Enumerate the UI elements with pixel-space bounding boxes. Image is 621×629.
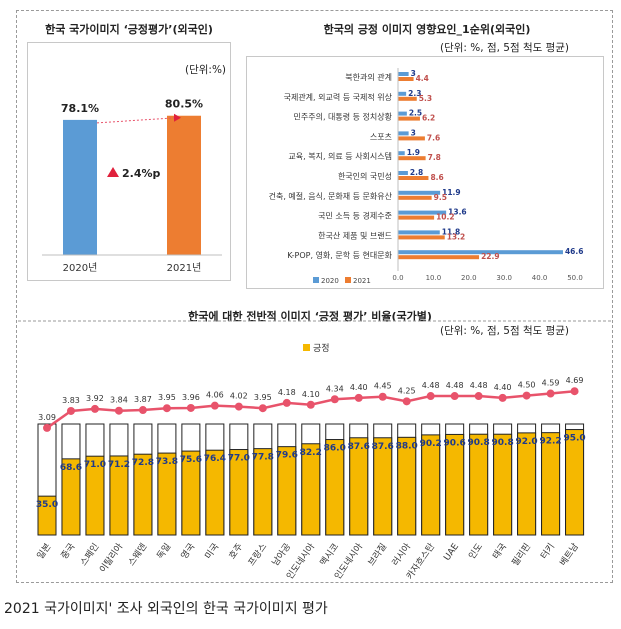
chart1-box <box>27 42 231 281</box>
chart2-box <box>246 56 604 289</box>
chart2-unit: (단위: %, 점, 5점 척도 평균) <box>440 42 570 54</box>
chart2-title: 한국의 긍정 이미지 영향요인_1순위(외국인) <box>323 23 531 36</box>
chart1-unit: (단위:%) <box>185 64 227 76</box>
chart1-title: 한국 국가이미지 ‘긍정평가’(외국인) <box>45 23 213 36</box>
chart3-title: 한국에 대한 전반적 이미지 ‘긍정 평가’ 비율(국가별) <box>188 310 432 323</box>
chart3-unit: (단위: %, 점, 5점 척도 평균) <box>440 325 570 337</box>
figure-caption: 2021 국가이미지' 조사 외국인의 한국 국가이미지 평가 <box>4 601 328 617</box>
figure-frame <box>16 10 613 583</box>
